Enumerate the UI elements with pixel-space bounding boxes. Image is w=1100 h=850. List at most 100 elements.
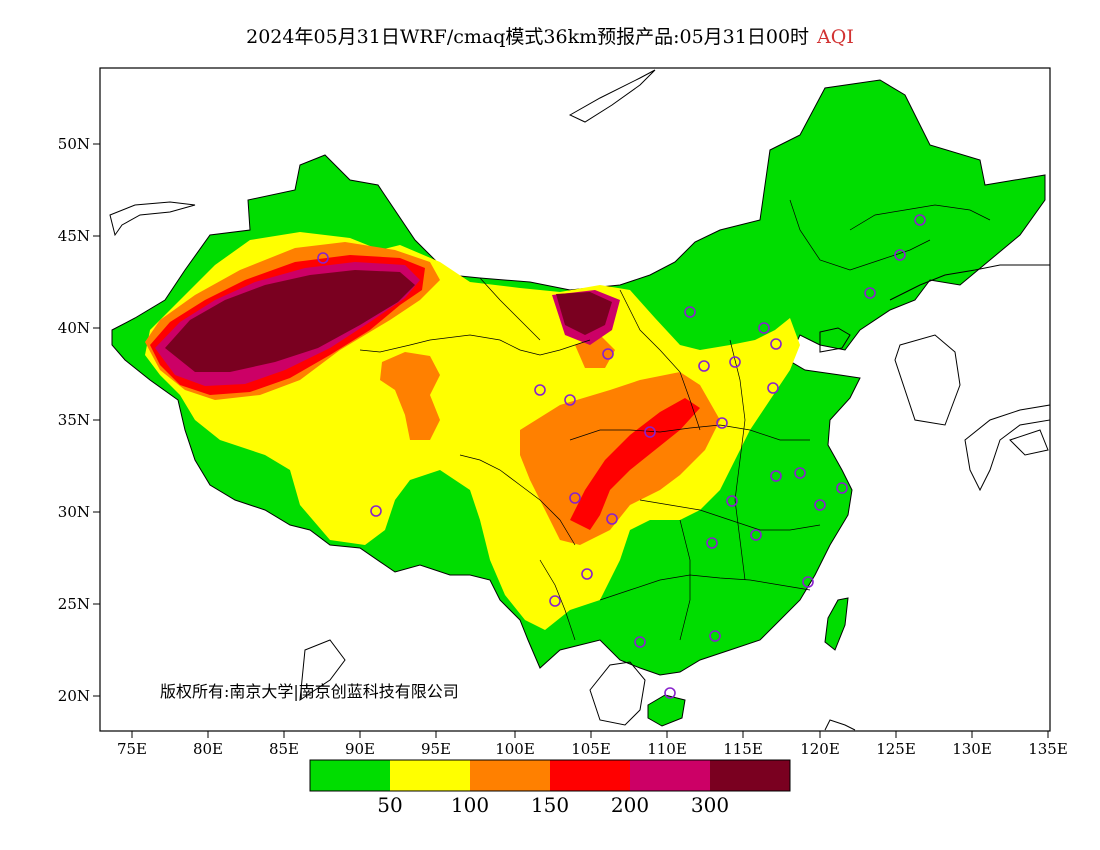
- station-marker: [758, 322, 770, 334]
- lat-label: 25N: [58, 595, 90, 613]
- lon-label: 105E: [571, 740, 611, 758]
- station-marker: [606, 513, 618, 525]
- lon-label: 110E: [647, 740, 687, 758]
- lon-tick: 105E: [571, 731, 611, 758]
- legend-label: 50: [377, 793, 402, 817]
- orange-qinghai: [380, 352, 440, 440]
- lat-tick: 35N: [58, 411, 100, 429]
- station-marker: [770, 470, 782, 482]
- lon-tick: 85E: [269, 731, 299, 758]
- aqi-legend: 50 100 150 200 300: [309, 759, 791, 817]
- station-marker: [750, 529, 762, 541]
- lon-tick: 75E: [117, 731, 147, 758]
- lat-tick: 30N: [58, 503, 100, 521]
- lon-label: 75E: [117, 740, 147, 758]
- map-frame: [99, 67, 1051, 732]
- lon-tick: 120E: [800, 731, 840, 758]
- title-main: 2024年05月31日WRF/cmaq模式36km预报产品:05月31日00时: [246, 26, 810, 48]
- lon-tick: 115E: [723, 731, 763, 758]
- darkred-inner-mongolia: [556, 292, 612, 335]
- legend-swatch-moderate: [390, 760, 470, 791]
- lon-label: 95E: [421, 740, 451, 758]
- lon-label: 130E: [952, 740, 992, 758]
- station-marker: [706, 537, 718, 549]
- lat-label: 50N: [58, 135, 90, 153]
- lon-tick: 80E: [193, 731, 223, 758]
- legend-swatch-unhealthy: [550, 760, 630, 791]
- station-marker: [564, 394, 576, 406]
- lat-tick: 45N: [58, 227, 100, 245]
- title-variable: AQI: [817, 26, 854, 48]
- legend-label: 100: [451, 793, 489, 817]
- province-borders: [359, 199, 991, 641]
- lon-tick: 95E: [421, 731, 451, 758]
- station-markers: [317, 214, 926, 699]
- orange-nw-spot: [575, 335, 615, 368]
- station-marker: [836, 482, 848, 494]
- lon-axis: 75E 80E 85E 90E 95E 100E 105E 110E 115E …: [117, 731, 1068, 758]
- station-marker: [716, 417, 728, 429]
- legend-label: 300: [691, 793, 729, 817]
- lat-label: 35N: [58, 411, 90, 429]
- copyright-text: 版权所有:南京大学|南京创蓝科技有限公司: [160, 682, 459, 701]
- station-marker: [894, 249, 906, 261]
- station-marker: [664, 687, 676, 699]
- lat-tick: 40N: [58, 319, 100, 337]
- station-marker: [581, 568, 593, 580]
- lon-label: 90E: [345, 740, 375, 758]
- station-marker: [698, 360, 710, 372]
- lat-tick: 25N: [58, 595, 100, 613]
- lat-label: 40N: [58, 319, 90, 337]
- legend-swatch-usg: [470, 760, 550, 791]
- lat-tick: 50N: [58, 135, 100, 153]
- station-marker: [684, 306, 696, 318]
- station-marker: [729, 356, 741, 368]
- lon-tick: 110E: [647, 731, 687, 758]
- station-marker: [914, 214, 926, 226]
- legend-label: 200: [611, 793, 649, 817]
- lon-tick: 130E: [952, 731, 992, 758]
- legend-swatch-very-unhealthy: [630, 760, 710, 791]
- lon-label: 80E: [193, 740, 223, 758]
- station-marker: [767, 382, 779, 394]
- station-marker: [794, 467, 806, 479]
- station-marker: [549, 595, 561, 607]
- station-marker: [864, 287, 876, 299]
- lon-label: 85E: [269, 740, 299, 758]
- coastlines: [109, 69, 1051, 731]
- lon-label: 115E: [723, 740, 763, 758]
- station-marker: [317, 252, 329, 264]
- lon-tick: 90E: [345, 731, 375, 758]
- lon-tick: 100E: [495, 731, 535, 758]
- lat-tick: 20N: [58, 687, 100, 705]
- lon-label: 125E: [876, 740, 916, 758]
- legend-border: [309, 759, 791, 792]
- lon-label: 100E: [495, 740, 535, 758]
- station-marker: [644, 426, 656, 438]
- station-marker: [569, 492, 581, 504]
- lon-label: 120E: [800, 740, 840, 758]
- station-marker: [602, 348, 614, 360]
- legend-swatch-hazardous: [710, 760, 790, 791]
- station-marker: [802, 576, 814, 588]
- map-title: 2024年05月31日WRF/cmaq模式36km预报产品:05月31日00时 A…: [0, 22, 1100, 49]
- lat-label: 20N: [58, 687, 90, 705]
- station-marker: [634, 636, 646, 648]
- station-marker: [770, 338, 782, 350]
- taiwan-green: [824, 597, 849, 651]
- station-marker: [709, 630, 721, 642]
- lon-label: 135E: [1028, 740, 1068, 758]
- legend-label: 150: [531, 793, 569, 817]
- darkred-tarim: [165, 270, 415, 372]
- station-marker: [370, 505, 382, 517]
- station-marker: [814, 499, 826, 511]
- lat-axis: 50N 45N 40N 35N 30N 25N 20N: [58, 135, 100, 705]
- lat-label: 45N: [58, 227, 90, 245]
- station-marker: [534, 384, 546, 396]
- legend-swatch-good: [310, 760, 390, 791]
- station-marker: [726, 495, 738, 507]
- lat-label: 30N: [58, 503, 90, 521]
- lon-tick: 125E: [876, 731, 916, 758]
- lon-tick: 135E: [1028, 731, 1068, 758]
